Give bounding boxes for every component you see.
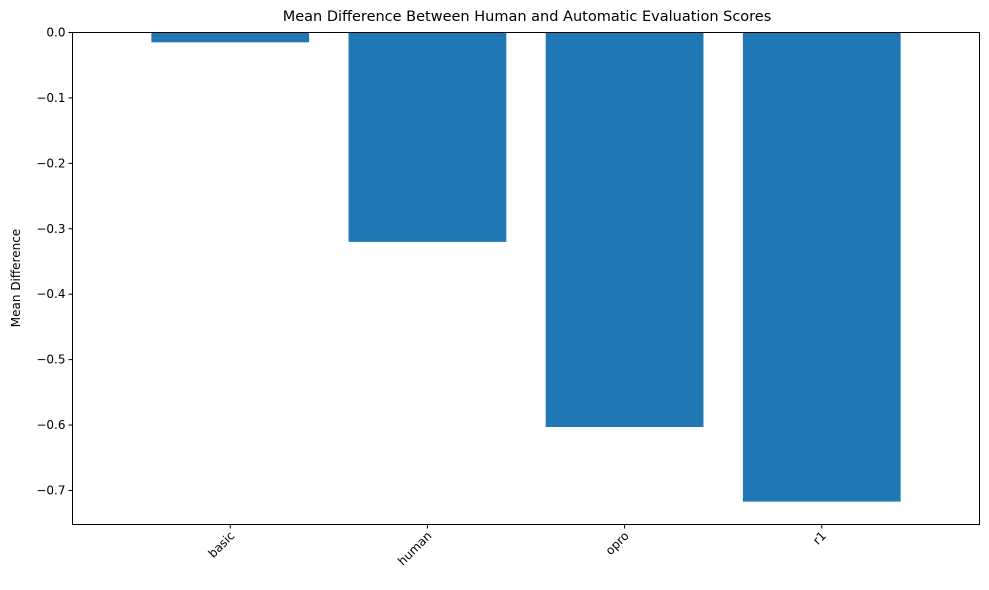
- x-axis-ticks: basic human opro r1: [205, 524, 829, 568]
- y-tick-label: −0.2: [36, 156, 65, 170]
- y-tick-label: −0.6: [36, 418, 65, 432]
- bars-group: [151, 32, 901, 502]
- x-tick-label-r1: r1: [810, 529, 829, 548]
- bar-basic: [151, 32, 310, 43]
- y-axis-title: Mean Difference: [9, 229, 23, 327]
- x-tick-label-basic: basic: [205, 529, 237, 561]
- y-tick-label: −0.3: [36, 222, 65, 236]
- x-tick-label-human: human: [395, 529, 434, 568]
- y-tick-label: −0.5: [36, 353, 65, 367]
- bar-opro: [545, 32, 704, 428]
- y-tick-label: −0.4: [36, 287, 65, 301]
- bar-human: [348, 32, 507, 242]
- plot-frame: [72, 32, 980, 525]
- y-tick-label: −0.1: [36, 91, 65, 105]
- y-axis-ticks: 0.0 −0.1 −0.2 −0.3 −0.4 −0.5 −0.6 −0.7: [36, 26, 73, 497]
- chart-title: Mean Difference Between Human and Automa…: [283, 9, 772, 25]
- bar-r1: [742, 32, 901, 502]
- x-tick-label-opro: opro: [603, 529, 632, 558]
- y-tick-label: −0.7: [36, 483, 65, 497]
- y-tick-label: 0.0: [46, 26, 65, 40]
